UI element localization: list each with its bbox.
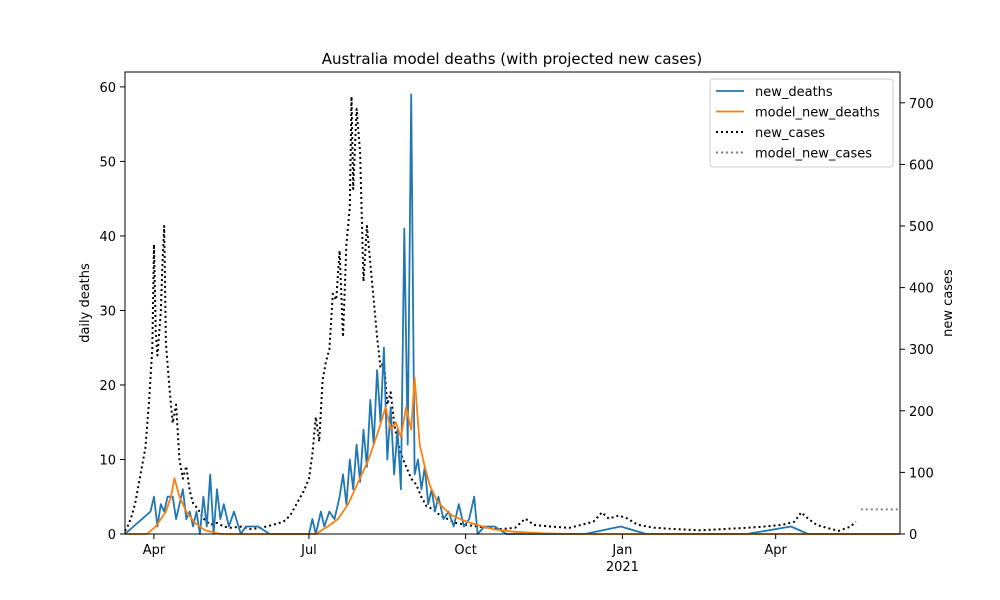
y-right-tick-label: 200 [909,405,934,420]
series-line-model-new-deaths [125,376,900,535]
chart-title: Australia model deaths (with projected n… [322,50,702,68]
y-left-tick-label: 30 [99,304,116,319]
x-axis: Apr Jul Oct Jan 2021 Apr [143,534,788,575]
y-left-tick-label: 10 [99,453,116,468]
x-tick-label: Jul [300,543,317,558]
y-axis-left: 0 10 20 30 40 50 60 [99,81,125,543]
y-right-tick-label: 600 [909,158,934,173]
y-axis-left-title: daily deaths [78,263,93,343]
x-tick-sublabel: 2021 [606,560,639,575]
legend-label-model-new-deaths: model_new_deaths [755,106,880,121]
y-right-tick-label: 400 [909,282,934,297]
x-tick-label: Apr [764,543,787,558]
y-right-tick-label: 100 [909,466,934,481]
legend-label-new-deaths: new_deaths [755,85,833,100]
x-tick-label: Oct [454,543,476,558]
y-left-tick-label: 60 [99,81,116,96]
series-line-new-deaths [124,93,900,535]
plot-frame [124,71,901,535]
y-left-tick-label: 0 [108,528,116,543]
y-left-tick-label: 40 [99,230,116,245]
y-left-tick-label: 20 [99,379,116,394]
legend: new_deaths model_new_deaths new_casesmodel… [709,78,894,168]
y-right-tick-label: 0 [909,528,917,543]
x-tick-label: Jan [611,543,632,558]
y-right-tick-label: 500 [909,220,934,235]
legend-box [709,78,894,168]
legend-label-model-new-cases: model_new_cases [755,147,872,162]
y-left-tick-label: 50 [99,155,116,170]
y-right-tick-label: 300 [909,343,934,358]
series-line-new-cases [124,95,857,532]
series-layer [124,93,900,535]
y-right-tick-label: 700 [909,97,934,112]
x-tick-label: Apr [143,543,166,558]
y-axis-right: 0 100 200 300 400 500 600 700 [900,97,934,543]
legend-label-new-cases: new_cases [755,126,825,141]
y-axis-right-title: new cases [941,269,956,337]
